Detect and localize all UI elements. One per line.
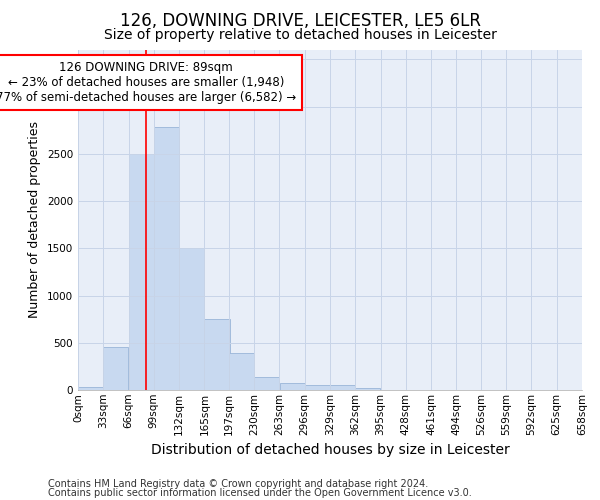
Bar — [280, 383, 305, 390]
Bar — [179, 248, 204, 390]
Bar — [154, 128, 179, 390]
Text: 126, DOWNING DRIVE, LEICESTER, LE5 6LR: 126, DOWNING DRIVE, LEICESTER, LE5 6LR — [119, 12, 481, 30]
Text: Contains HM Land Registry data © Crown copyright and database right 2024.: Contains HM Land Registry data © Crown c… — [48, 479, 428, 489]
Bar — [205, 319, 230, 390]
Bar — [103, 346, 128, 390]
Bar — [128, 154, 154, 390]
Bar — [78, 387, 103, 390]
Bar — [330, 385, 355, 390]
Bar — [305, 385, 330, 390]
Text: Size of property relative to detached houses in Leicester: Size of property relative to detached ho… — [104, 28, 496, 42]
Text: Contains public sector information licensed under the Open Government Licence v3: Contains public sector information licen… — [48, 488, 472, 498]
Bar — [355, 388, 380, 390]
Text: 126 DOWNING DRIVE: 89sqm
← 23% of detached houses are smaller (1,948)
77% of sem: 126 DOWNING DRIVE: 89sqm ← 23% of detach… — [0, 62, 296, 104]
Bar — [254, 377, 280, 390]
Bar — [229, 353, 254, 390]
X-axis label: Distribution of detached houses by size in Leicester: Distribution of detached houses by size … — [151, 443, 509, 457]
Y-axis label: Number of detached properties: Number of detached properties — [28, 122, 41, 318]
